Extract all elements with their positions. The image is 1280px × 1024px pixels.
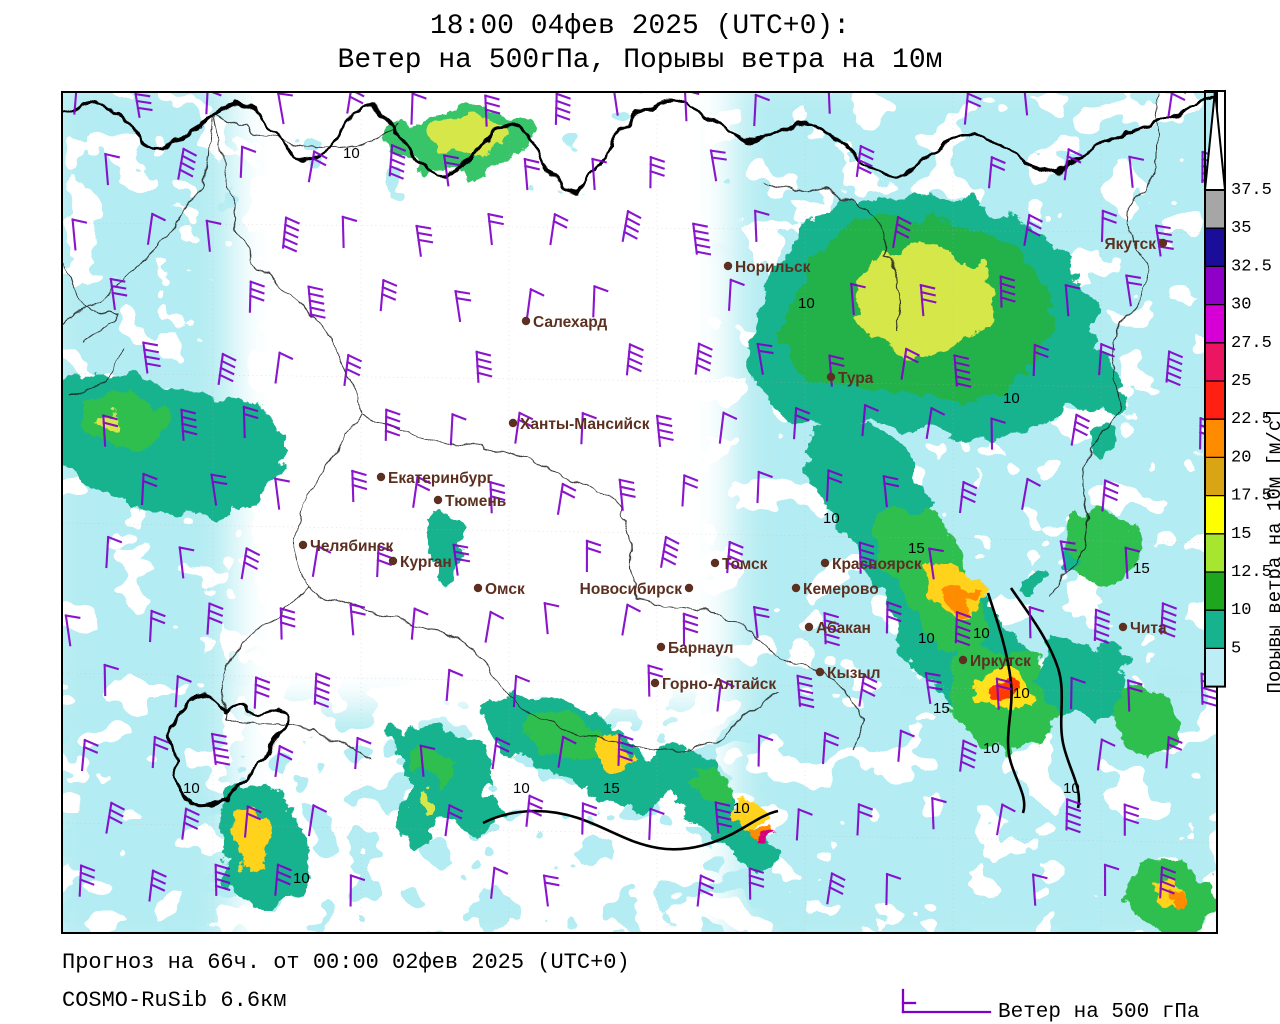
svg-text:10: 10 bbox=[973, 625, 990, 642]
svg-text:Иркутск: Иркутск bbox=[970, 653, 1031, 670]
svg-text:Салехард: Салехард bbox=[533, 314, 607, 331]
svg-text:Тура: Тура bbox=[838, 370, 874, 387]
svg-text:Екатеринбург: Екатеринбург bbox=[388, 470, 494, 487]
svg-text:10: 10 bbox=[983, 740, 1000, 757]
svg-text:Челябинск: Челябинск bbox=[310, 538, 393, 555]
svg-text:Омск: Омск bbox=[485, 581, 525, 598]
svg-text:Ветер на 500 гПа: Ветер на 500 гПа bbox=[998, 1001, 1200, 1024]
svg-text:Кемерово: Кемерово bbox=[803, 581, 879, 598]
svg-text:15: 15 bbox=[1133, 560, 1150, 577]
svg-text:Курган: Курган bbox=[400, 554, 452, 571]
svg-text:Кызыл: Кызыл bbox=[827, 665, 881, 682]
svg-text:Барнаул: Барнаул bbox=[668, 640, 733, 657]
svg-text:15: 15 bbox=[908, 540, 925, 557]
svg-text:Горно-Алтайск: Горно-Алтайск bbox=[662, 676, 776, 693]
svg-text:32.5: 32.5 bbox=[1231, 257, 1272, 276]
svg-text:10: 10 bbox=[823, 510, 840, 527]
svg-text:10: 10 bbox=[293, 870, 310, 887]
svg-text:Абакан: Абакан bbox=[816, 620, 871, 637]
svg-text:Тюмень: Тюмень bbox=[445, 493, 506, 510]
svg-text:15: 15 bbox=[603, 780, 620, 797]
svg-text:10: 10 bbox=[1013, 685, 1030, 702]
svg-text:Красноярск: Красноярск bbox=[832, 556, 922, 573]
svg-text:27.5: 27.5 bbox=[1231, 334, 1272, 353]
svg-text:10: 10 bbox=[1231, 601, 1251, 620]
svg-text:Порывы ветра на 10м [м/с]: Порывы ветра на 10м [м/с] bbox=[1264, 408, 1280, 693]
svg-text:30: 30 bbox=[1231, 296, 1251, 315]
svg-text:Норильск: Норильск bbox=[735, 259, 811, 276]
svg-text:15: 15 bbox=[1231, 525, 1251, 544]
svg-text:Якутск: Якутск bbox=[1105, 236, 1157, 253]
svg-text:35: 35 bbox=[1231, 219, 1251, 238]
svg-text:10: 10 bbox=[513, 780, 530, 797]
svg-text:37.5: 37.5 bbox=[1231, 181, 1272, 200]
svg-text:15: 15 bbox=[933, 700, 950, 717]
svg-text:Ханты-Мансийск: Ханты-Мансийск bbox=[520, 416, 650, 433]
svg-text:5: 5 bbox=[1231, 639, 1241, 658]
svg-text:20: 20 bbox=[1231, 448, 1251, 467]
svg-text:10: 10 bbox=[1063, 780, 1080, 797]
svg-text:10: 10 bbox=[918, 630, 935, 647]
svg-text:10: 10 bbox=[733, 800, 750, 817]
svg-text:10: 10 bbox=[1003, 390, 1020, 407]
svg-text:10: 10 bbox=[183, 780, 200, 797]
svg-text:Томск: Томск bbox=[722, 556, 768, 573]
svg-text:Чита: Чита bbox=[1130, 620, 1167, 637]
svg-text:10: 10 bbox=[343, 145, 360, 162]
svg-text:10: 10 bbox=[798, 295, 815, 312]
svg-text:Новосибирск: Новосибирск bbox=[580, 581, 683, 598]
svg-text:25: 25 bbox=[1231, 372, 1251, 391]
